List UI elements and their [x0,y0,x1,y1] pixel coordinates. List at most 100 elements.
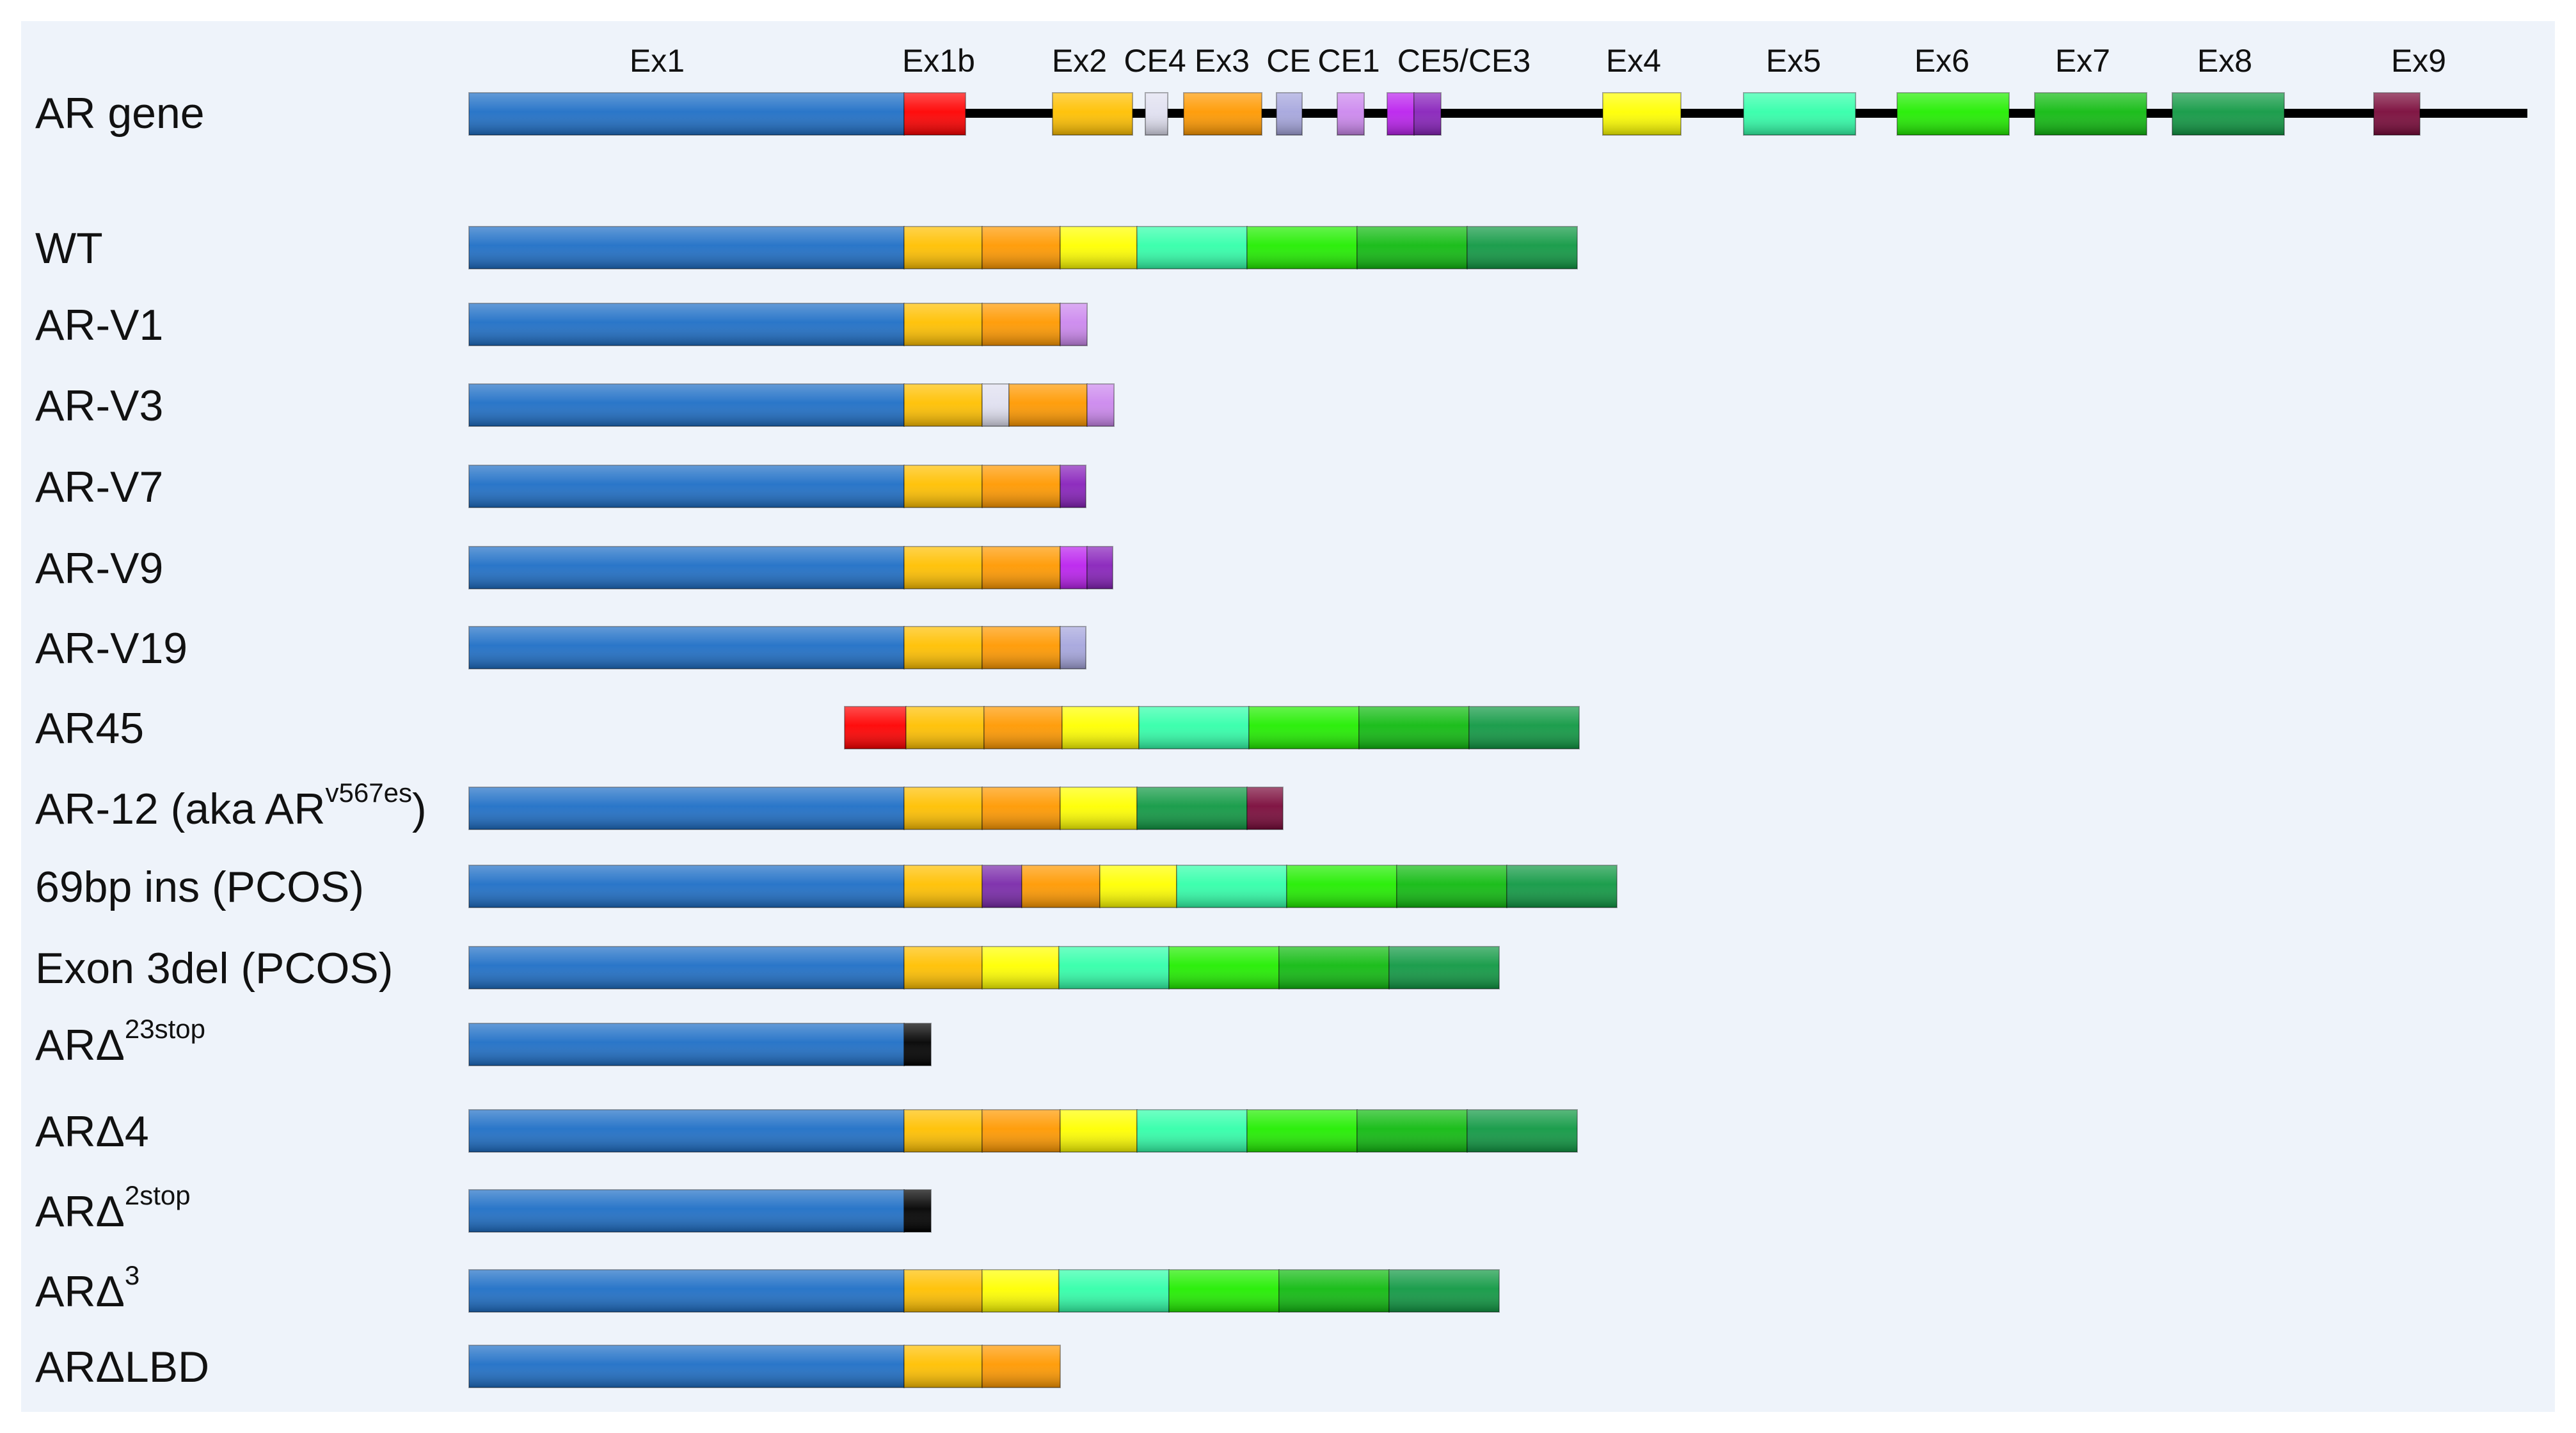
variant-block-ex1 [468,546,905,589]
variant-label-name: ARΔ [35,1187,125,1236]
variant-label-suffix: ) [412,785,427,833]
variant-row: ARΔ23stop [35,1014,932,1069]
variant-block-ex4 [982,946,1060,989]
variant-block-ex2 [903,546,983,589]
variant-block-ex8 [1468,706,1580,749]
variant-label-name: ARΔ [35,1021,125,1069]
variant-label: AR-V1 [35,301,163,349]
variant-row: AR-V7 [35,463,1086,511]
variant-block-ex1 [468,1023,905,1066]
variant-label-name: 69bp ins (PCOS) [35,863,364,911]
variant-block-ex1 [468,626,905,669]
variant-label-superscript: 3 [125,1260,139,1290]
variant-block-ce1 [1060,303,1088,346]
exon-label-ex1b: Ex1b [902,43,975,79]
variant-row: WT [35,224,1578,273]
variant-label: Exon 3del (PCOS) [35,944,393,993]
exon-label-ex2: Ex2 [1052,43,1107,79]
variant-row: ARΔ4 [35,1107,1578,1156]
exon-label-ex6: Ex6 [1914,43,1969,79]
variant-block-ce3 [1060,465,1086,508]
variant-block-ex3 [982,1345,1061,1388]
variant-block-ex2 [903,1345,983,1388]
variant-label-name: AR-V7 [35,463,163,511]
variant-block-ex8 [1388,946,1500,989]
variant-block-ex6 [1168,1269,1280,1313]
variant-block-ex9 [1246,787,1284,830]
variant-block-ex3 [1008,383,1088,427]
gene-block-ce3 [1413,92,1442,136]
variant-block-ex1 [468,465,905,508]
variant-block-ex3 [982,303,1061,346]
variant-block-ex5 [1058,946,1170,989]
variant-block-ex2 [903,626,983,669]
variant-label-superscript: 2stop [125,1180,191,1210]
gene-block-ex4 [1602,92,1682,136]
exon-label-ce4: CE4 [1124,43,1186,79]
variant-block-ex5 [1138,706,1250,749]
variant-rows: WT AR-V1 AR-V3 AR-V7 AR-V9 AR-V19 AR45 AR-12 (a… [35,224,1618,1391]
gene-row-label: AR gene [35,89,205,138]
variant-block-ex7 [1356,226,1468,269]
variant-block-ex2 [903,303,983,346]
variant-label: ARΔ4 [35,1107,149,1156]
gene-block-ex5 [1743,92,1856,136]
variant-block-ex3 [1021,865,1101,908]
variant-label: WT [35,224,103,273]
variant-block-ex1 [468,865,905,908]
gene-block-ce [1276,92,1303,136]
variant-block-ex6 [1168,946,1280,989]
variant-block-ex2 [903,865,983,908]
variant-block-ex8 [1388,1269,1500,1313]
exon-label-ex3: Ex3 [1195,43,1250,79]
variant-row: AR45 [35,704,1580,753]
variant-row: ARΔ2stop [35,1180,932,1236]
variant-block-ex2 [903,1109,983,1153]
exon-label-ex8: Ex8 [2197,43,2252,79]
variant-block-ex3 [983,706,1063,749]
gene-block-ex2 [1052,92,1133,136]
variant-block-stop [903,1023,932,1066]
variant-block-ex1 [468,1345,905,1388]
exon-header-labels: Ex1 Ex1b Ex2 CE4 Ex3 CE CE1 CE5/CE3 Ex4 … [630,43,2446,79]
variant-block-ex6 [1246,1109,1358,1153]
variant-label-name: WT [35,224,103,273]
exon-label-ex9: Ex9 [2391,43,2446,79]
variant-row: AR-V3 [35,381,1115,430]
variant-row: ARΔ3 [35,1260,1500,1316]
variant-label-name: AR-V19 [35,624,187,673]
variant-label-name: AR-V3 [35,381,163,430]
variant-block-ex2 [905,706,985,749]
variant-block-ex5 [1176,865,1287,908]
gene-block-ex8 [2172,92,2285,136]
variant-block-ex8 [1506,865,1618,908]
variant-block-ex2 [903,465,983,508]
variant-block-ins69 [982,865,1022,908]
variant-block-ex3 [982,626,1061,669]
variant-block-ex7 [1278,1269,1390,1313]
variant-block-ex1 [468,1269,905,1313]
variant-block-ex1 [468,1109,905,1153]
variant-block-ex1 [468,946,905,989]
variant-label: ARΔLBD [35,1343,209,1391]
variant-block-ex2 [903,383,983,427]
gene-block-ex7 [2034,92,2147,136]
variant-block-ex8 [1467,1109,1578,1153]
variant-label-name: AR-V1 [35,301,163,349]
variant-block-ce4 [982,383,1010,427]
variant-block-ex8 [1136,787,1248,830]
variant-block-ex4 [1060,226,1138,269]
exon-label-ex4: Ex4 [1606,43,1661,79]
variant-label-name: ARΔ [35,1267,125,1316]
variant-label-name: ARΔLBD [35,1343,209,1391]
variant-block-ex2 [903,1269,983,1313]
variant-block-ex2 [903,226,983,269]
gene-block-ex1b [903,92,966,136]
variant-label: AR-V7 [35,463,163,511]
variant-row: 69bp ins (PCOS) [35,863,1618,911]
variant-label-name: AR-V9 [35,544,163,593]
variant-block-ex3 [982,787,1061,830]
gene-block-ex6 [1896,92,2010,136]
variant-block-ex5 [1136,226,1248,269]
